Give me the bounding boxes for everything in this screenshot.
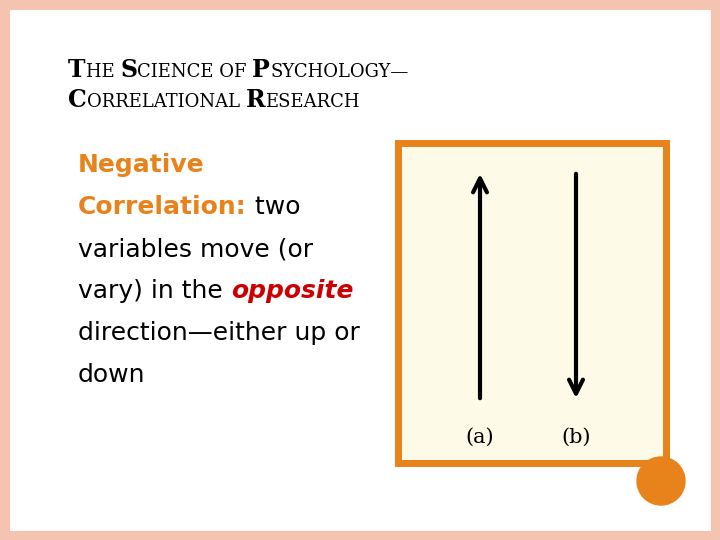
Text: HE: HE — [86, 63, 120, 81]
Text: two: two — [247, 195, 300, 219]
Text: direction—either up or: direction—either up or — [78, 321, 360, 345]
FancyBboxPatch shape — [398, 143, 666, 463]
Text: vary) in the: vary) in the — [78, 279, 230, 303]
Text: CIENCE OF: CIENCE OF — [137, 63, 252, 81]
Text: Correlation:: Correlation: — [78, 195, 247, 219]
Text: (a): (a) — [466, 428, 495, 447]
Text: (b): (b) — [562, 428, 590, 447]
Text: Negative: Negative — [78, 153, 204, 177]
Text: ORRELATIONAL: ORRELATIONAL — [86, 93, 246, 111]
Text: ESEARCH: ESEARCH — [265, 93, 359, 111]
Text: S: S — [120, 58, 137, 82]
Text: opposite: opposite — [230, 279, 354, 303]
FancyBboxPatch shape — [4, 4, 716, 536]
Text: down: down — [78, 363, 145, 387]
Text: variables move (or: variables move (or — [78, 237, 313, 261]
Text: T: T — [68, 58, 86, 82]
Text: C: C — [68, 88, 86, 112]
Text: P: P — [252, 58, 270, 82]
Text: SYCHOLOGY—: SYCHOLOGY— — [270, 63, 408, 81]
Text: R: R — [246, 88, 265, 112]
Circle shape — [637, 457, 685, 505]
